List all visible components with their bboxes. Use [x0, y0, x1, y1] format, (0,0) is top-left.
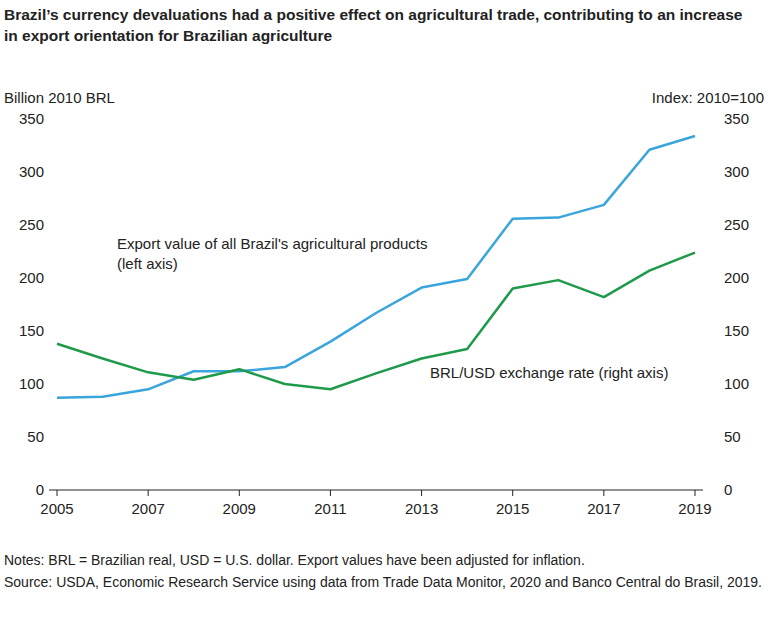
y-tick-label: 300 [19, 163, 44, 180]
x-axis-line [49, 490, 703, 491]
y2-tick-label: 300 [724, 163, 749, 180]
chart-title: Brazil’s currency devaluations had a pos… [4, 4, 759, 46]
x-tick [148, 490, 149, 496]
y-tick-label: 50 [27, 428, 44, 445]
series-label: BRL/USD exchange rate (right axis) [430, 364, 668, 381]
x-tick [512, 490, 513, 496]
x-tick-label: 2015 [496, 500, 529, 517]
y2-tick-label: 250 [724, 216, 749, 233]
y2-tick-label: 0 [724, 481, 732, 498]
y2-axis-title: Index: 2010=100 [652, 89, 764, 106]
x-tick-label: 2007 [131, 500, 164, 517]
x-tick [57, 490, 58, 496]
y-axis-title: Billion 2010 BRL [4, 89, 115, 106]
x-tick-label: 2013 [405, 500, 438, 517]
y2-tick-label: 150 [724, 322, 749, 339]
x-tick-label: 2005 [40, 500, 73, 517]
y2-tick-label: 100 [724, 375, 749, 392]
x-tick [695, 490, 696, 496]
y2-tick-label: 350 [724, 110, 749, 127]
notes: Notes: BRL = Brazilian real, USD = U.S. … [4, 552, 585, 568]
series-line [57, 253, 695, 390]
series-line [57, 136, 695, 398]
series-label: Export value of all Brazil's agricultura… [117, 235, 428, 272]
y2-tick-label: 50 [724, 428, 741, 445]
x-tick-label: 2019 [678, 500, 711, 517]
y-tick-label: 100 [19, 375, 44, 392]
y-tick-label: 250 [19, 216, 44, 233]
y-tick-label: 200 [19, 269, 44, 286]
x-tick-label: 2017 [587, 500, 620, 517]
x-tick [421, 490, 422, 496]
y-tick-label: 350 [19, 110, 44, 127]
x-tick [603, 490, 604, 496]
x-tick-label: 2011 [314, 500, 346, 517]
source: Source: USDA, Economic Research Service … [4, 574, 762, 590]
x-tick [330, 490, 331, 496]
x-tick-label: 2009 [223, 500, 256, 517]
x-tick [239, 490, 240, 496]
y-tick-label: 0 [36, 481, 44, 498]
y-tick-label: 150 [19, 322, 44, 339]
y2-tick-label: 200 [724, 269, 749, 286]
plot-area [57, 136, 695, 398]
chart: Billion 2010 BRL Index: 2010=100 0 50 100 150… [0, 0, 768, 622]
